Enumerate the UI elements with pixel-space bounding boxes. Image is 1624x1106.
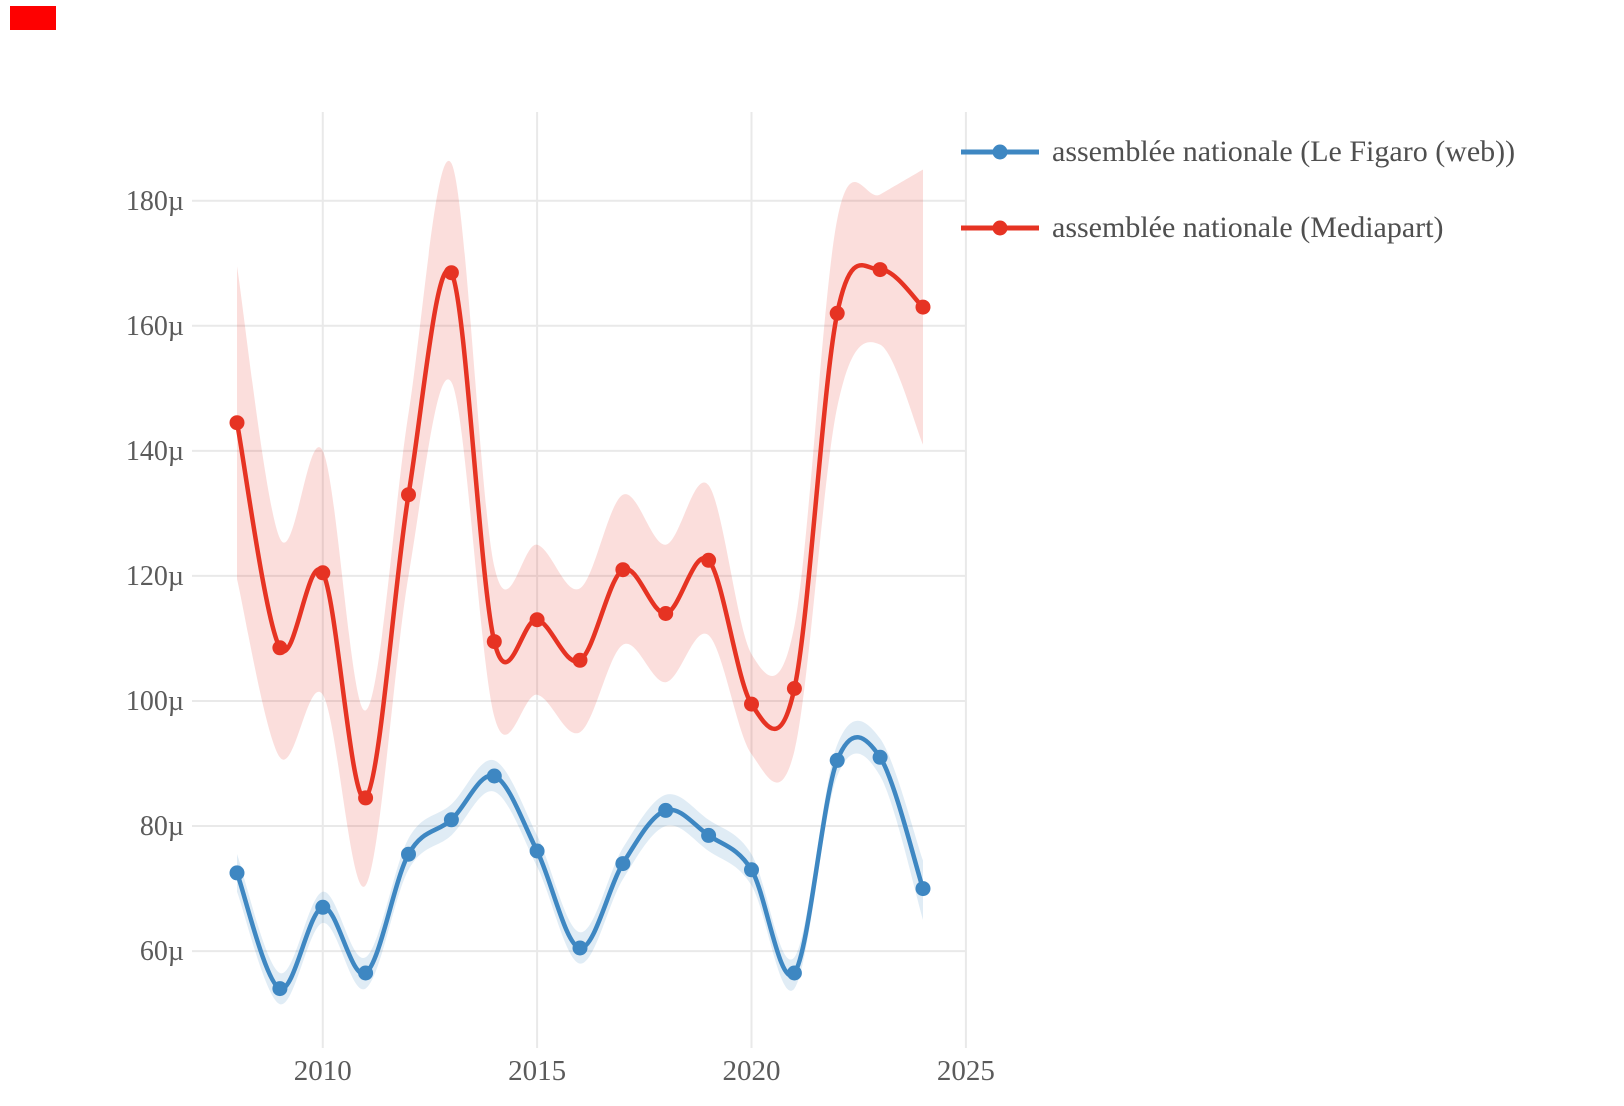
x-tick-label: 2025	[937, 1055, 995, 1087]
mediapart-point	[315, 565, 331, 581]
mediapart-point	[701, 552, 717, 568]
legend-swatch-mediapart-icon	[961, 220, 1039, 236]
mediapart-point	[229, 415, 245, 431]
le-figaro-web-point	[701, 827, 717, 843]
x-tick-label: 2020	[723, 1055, 781, 1087]
mediapart-point	[358, 790, 374, 806]
mediapart-point	[829, 305, 845, 321]
y-tick-label: 120µ	[126, 561, 184, 592]
mediapart-point	[744, 696, 759, 712]
y-tick-label: 60µ	[140, 936, 184, 967]
mediapart-point	[443, 265, 459, 281]
le-figaro-web-point	[658, 802, 674, 818]
y-tick-label: 100µ	[126, 686, 184, 717]
le-figaro-web-point	[272, 981, 288, 997]
le-figaro-web-point	[443, 812, 459, 828]
legend-label-le-figaro: assemblée nationale (Le Figaro (web))	[1052, 135, 1516, 168]
x-tick-label: 2010	[294, 1055, 352, 1087]
le-figaro-web-points	[229, 749, 931, 997]
le-figaro-web-point	[615, 856, 631, 872]
y-tick-label: 180µ	[126, 186, 184, 217]
gridlines	[192, 112, 967, 1048]
y-tick-label: 160µ	[126, 311, 184, 342]
mediapart-point	[529, 612, 545, 628]
x-tick-label: 2015	[508, 1055, 566, 1087]
red-marker	[10, 6, 56, 30]
le-figaro-web-point	[529, 843, 545, 859]
mediapart-point	[486, 634, 502, 650]
mediapart-confidence-band	[237, 160, 923, 887]
legend: assemblée nationale (Le Figaro (web)) as…	[960, 132, 1515, 248]
mediapart-point	[658, 606, 674, 621]
le-figaro-web-point	[486, 768, 502, 784]
le-figaro-web-point	[915, 881, 931, 897]
le-figaro-web-point	[872, 749, 888, 765]
mediapart-point	[401, 487, 416, 503]
mediapart-points	[229, 262, 931, 806]
mediapart-line	[234, 263, 926, 801]
x-axis-labels: 2010 2015 2020 2025	[294, 1055, 995, 1087]
le-figaro-web-point	[744, 862, 759, 878]
y-tick-label: 80µ	[140, 811, 184, 842]
le-figaro-web-point	[829, 752, 845, 768]
legend-swatch-le-figaro-icon	[961, 144, 1039, 160]
le-figaro-web-point	[358, 965, 374, 981]
le-figaro-web-point	[572, 940, 588, 956]
mediapart-point	[915, 299, 931, 315]
y-axis-labels: 60µ 80µ 100µ 120µ 140µ 160µ 180µ	[126, 186, 184, 967]
mediapart-point	[786, 681, 802, 696]
le-figaro-web-point	[229, 865, 245, 881]
le-figaro-web-point	[315, 899, 331, 915]
mediapart-point	[872, 262, 888, 278]
le-figaro-web-point	[401, 846, 416, 862]
legend-label-mediapart: assemblée nationale (Mediapart)	[1052, 211, 1444, 244]
le-figaro-web-point	[786, 965, 802, 981]
mediapart-point	[572, 652, 588, 668]
legend-item-le-figaro-web[interactable]: assemblée nationale (Le Figaro (web))	[960, 132, 1515, 172]
mediapart-point	[615, 562, 631, 578]
y-tick-label: 140µ	[126, 436, 184, 467]
legend-item-mediapart[interactable]: assemblée nationale (Mediapart)	[960, 208, 1515, 248]
mediapart-point	[272, 640, 288, 656]
